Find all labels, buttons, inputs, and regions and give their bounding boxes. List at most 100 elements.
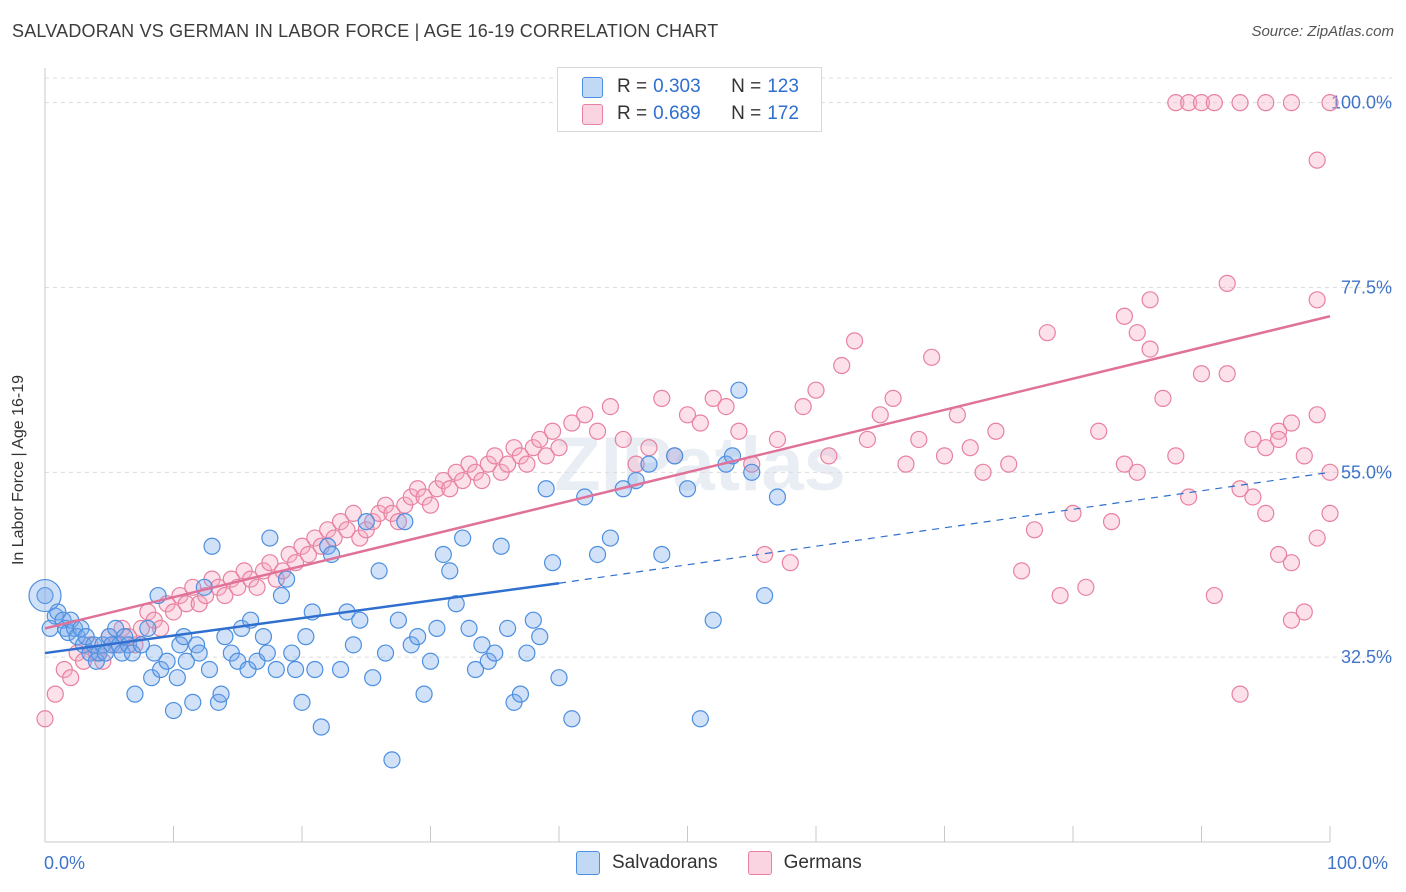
point-salvadorans — [216, 628, 234, 646]
y-tick-label: 77.5% — [1341, 277, 1392, 297]
point-salvadorans — [473, 636, 491, 654]
point-salvadorans — [357, 513, 375, 531]
point-salvadorans — [447, 595, 465, 613]
point-germans — [216, 586, 234, 605]
point-germans — [987, 422, 1005, 440]
point-germans — [576, 406, 594, 424]
point-germans — [563, 414, 581, 432]
point-salvadorans — [730, 381, 748, 399]
point-germans — [1128, 463, 1146, 481]
point-salvadorans — [421, 652, 440, 670]
point-germans — [1282, 94, 1301, 112]
point-salvadorans-large — [28, 578, 62, 613]
legend-swatch-pink — [582, 103, 603, 125]
point-salvadorans — [364, 669, 382, 687]
point-germans — [1051, 586, 1069, 605]
point-germans — [1231, 685, 1249, 703]
point-germans — [601, 398, 620, 416]
point-salvadorans — [171, 636, 189, 654]
series-legend: Salvadorans Germans — [576, 851, 892, 875]
point-germans — [820, 447, 838, 465]
point-salvadorans — [486, 644, 504, 662]
legend-r-value: 0.303 — [653, 76, 701, 97]
series-legend-germans: Germans — [747, 851, 862, 875]
point-salvadorans — [460, 619, 478, 638]
point-salvadorans — [200, 660, 219, 679]
point-germans — [678, 406, 697, 424]
point-germans — [1205, 94, 1223, 112]
point-germans — [1167, 94, 1185, 112]
point-germans — [614, 430, 632, 449]
point-germans — [974, 463, 992, 481]
point-germans — [1218, 365, 1236, 383]
point-germans — [531, 430, 549, 449]
point-germans — [486, 447, 504, 465]
point-germans — [1064, 504, 1082, 522]
point-germans — [884, 389, 902, 407]
point-salvadorans — [550, 669, 568, 687]
point-germans — [550, 439, 568, 457]
point-germans — [961, 439, 979, 457]
point-salvadorans — [666, 447, 684, 465]
point-germans — [1000, 455, 1018, 473]
legend-n-label: N = — [731, 103, 762, 124]
point-salvadorans — [768, 488, 787, 506]
legend-row-germans: R = 0.689 N = 172 — [582, 102, 799, 126]
point-salvadorans — [168, 669, 186, 687]
point-salvadorans — [164, 701, 183, 720]
point-salvadorans — [524, 611, 542, 629]
point-salvadorans — [331, 660, 350, 679]
point-germans — [704, 389, 722, 407]
point-germans — [1180, 94, 1198, 112]
point-salvadorans — [272, 586, 291, 605]
point-salvadorans — [415, 685, 433, 703]
point-germans — [1141, 340, 1159, 358]
series-swatch-pink — [747, 851, 772, 875]
point-germans — [1038, 324, 1056, 342]
point-germans — [845, 332, 864, 350]
point-salvadorans — [518, 644, 536, 662]
point-salvadorans — [511, 685, 530, 703]
chart-title: SALVADORAN VS GERMAN IN LABOR FORCE | AG… — [12, 21, 719, 41]
series-name-germans: Germans — [783, 852, 862, 873]
point-salvadorans — [370, 562, 388, 580]
point-salvadorans — [267, 660, 285, 679]
point-salvadorans — [283, 644, 301, 662]
point-germans — [62, 669, 80, 687]
y-tick-label: 100.0% — [1331, 93, 1392, 113]
point-germans — [1244, 430, 1262, 449]
point-germans — [1321, 463, 1339, 481]
point-salvadorans — [653, 545, 671, 564]
point-salvadorans — [691, 710, 709, 728]
point-germans — [177, 595, 195, 613]
point-germans — [871, 406, 889, 424]
legend-swatch-blue — [582, 76, 603, 98]
point-germans — [1128, 324, 1146, 342]
point-salvadorans — [409, 628, 427, 646]
x-tick-label-max: 100.0% — [1327, 853, 1389, 873]
point-salvadorans — [254, 628, 273, 646]
point-germans — [344, 504, 362, 522]
point-germans — [1077, 578, 1095, 596]
point-germans — [897, 455, 915, 473]
point-salvadorans — [601, 529, 620, 547]
point-germans — [1269, 545, 1288, 564]
legend-n-value: 123 — [767, 76, 799, 97]
point-germans — [730, 422, 748, 440]
point-salvadorans — [454, 529, 472, 547]
point-salvadorans — [537, 480, 555, 498]
point-germans — [691, 414, 709, 432]
point-germans — [1012, 562, 1031, 580]
point-salvadorans — [755, 586, 774, 605]
point-germans — [1321, 504, 1339, 522]
point-germans — [935, 447, 954, 465]
point-salvadorans — [492, 537, 510, 555]
point-germans — [1141, 291, 1159, 309]
point-salvadorans — [36, 586, 54, 605]
point-salvadorans — [743, 463, 761, 481]
x-tick-label-min: 0.0% — [44, 853, 86, 873]
trendline-germans — [44, 315, 1331, 630]
point-germans — [833, 356, 851, 375]
point-germans — [858, 430, 877, 449]
